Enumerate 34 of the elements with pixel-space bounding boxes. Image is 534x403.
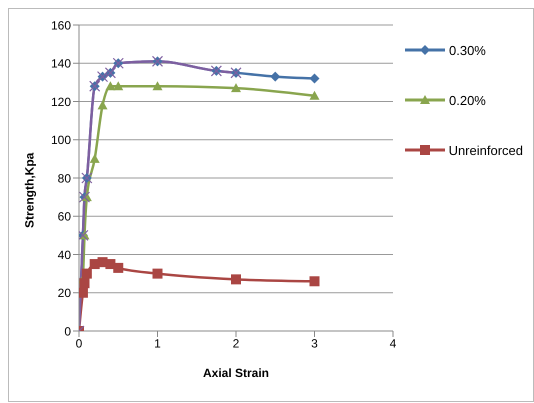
point: [105, 81, 116, 90]
point: [310, 276, 320, 286]
point: [152, 81, 162, 90]
y-tick-label: 0: [64, 324, 72, 338]
legend-label: 0.30%: [449, 42, 486, 58]
point: [231, 83, 241, 92]
point: [90, 154, 100, 163]
y-tick-label: 40: [58, 248, 72, 262]
point: [310, 90, 320, 100]
x-tick-label: 0: [76, 336, 83, 351]
legend-label: Unreinforced: [448, 142, 523, 158]
y-tick-label: 120: [50, 94, 72, 109]
x-tick-label: 2: [232, 336, 240, 351]
point: [113, 81, 124, 90]
y-tick-label: 140: [50, 56, 72, 71]
y-axis-title: Strength,Kpa: [22, 152, 36, 228]
y-tick-label: 160: [50, 18, 72, 32]
point: [270, 72, 280, 82]
x-tick-label: 3: [311, 336, 318, 351]
x-tick-label: 4: [390, 336, 397, 351]
y-tick-label: 100: [50, 133, 72, 148]
point: [231, 274, 241, 284]
x-tick-label: 1: [154, 336, 162, 351]
point: [113, 262, 124, 273]
point: [82, 268, 92, 279]
point: [79, 288, 88, 298]
point: [310, 74, 320, 84]
y-tick-label: 80: [58, 171, 72, 186]
x-axis-title: Axial Strain: [202, 366, 270, 380]
point: [98, 100, 108, 110]
y-tick-label: 20: [58, 286, 72, 300]
y-tick-label: 60: [58, 210, 72, 224]
point: [152, 268, 162, 279]
legend-label: 0.20%: [449, 92, 486, 108]
